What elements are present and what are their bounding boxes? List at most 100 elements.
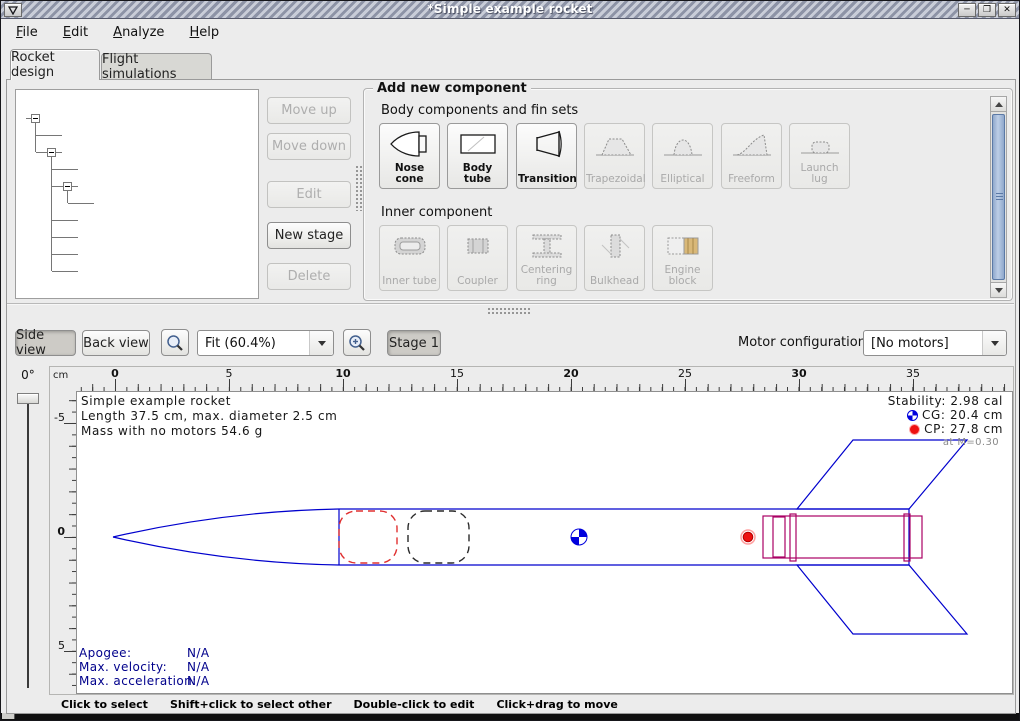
rotation-angle-label: 0°	[21, 368, 35, 382]
maximize-button[interactable]: ❐	[978, 3, 996, 17]
menu-analyze[interactable]: Analyze	[113, 25, 165, 40]
tree-expander-body-tube[interactable]	[47, 148, 56, 157]
stage-1-toggle[interactable]: Stage 1	[387, 330, 441, 356]
add-centering-ring-button[interactable]: Centering ring	[516, 225, 577, 291]
max-acceleration-row: Max. acceleration:N/A	[79, 674, 210, 688]
centering-ring-icon	[532, 234, 561, 258]
add-bulkhead-button[interactable]: Bulkhead	[584, 225, 645, 291]
scrollbar-thumb[interactable]	[992, 114, 1005, 280]
component-tree[interactable]	[15, 89, 259, 299]
minimize-button[interactable]: ─	[958, 3, 976, 17]
rocket-length-text: Length 37.5 cm, max. diameter 2.5 cm	[81, 409, 338, 423]
add-nose-cone-button[interactable]: Nose cone	[379, 123, 440, 189]
motor-configuration-combobox[interactable]: [No motors]	[863, 330, 1007, 356]
ruler-tick-label: 0	[57, 525, 65, 538]
tree-expander-inner-tube[interactable]	[63, 182, 72, 191]
zoom-out-button[interactable]	[161, 329, 189, 356]
parachute-shape[interactable]	[338, 510, 398, 564]
add-inner-tube-button[interactable]: Inner tube	[379, 225, 440, 291]
tree-line	[68, 203, 94, 204]
ruler-tick-label: -5	[54, 411, 65, 424]
tree-line	[51, 157, 52, 271]
minimize-icon: ─	[964, 4, 970, 15]
stability-text: Stability: 2.98 cal	[887, 394, 1003, 408]
menu-file[interactable]: File	[16, 25, 38, 40]
tree-line	[52, 237, 78, 238]
cp-legend-icon	[909, 423, 921, 435]
tree-line	[52, 186, 63, 187]
chevron-down-icon	[990, 340, 999, 346]
centering-ring-front-shape[interactable]	[789, 513, 797, 562]
cp-readout: CP: 27.8 cm	[909, 422, 1003, 436]
menu-help[interactable]: Help	[189, 25, 220, 40]
zoom-level-combobox[interactable]: Fit (60.4%)	[197, 330, 334, 356]
edit-button[interactable]: Edit	[267, 181, 351, 208]
tab-rocket-design[interactable]: Rocket design	[10, 49, 100, 80]
zoom-level-value: Fit (60.4%)	[205, 335, 276, 351]
add-component-title: Add new component	[373, 81, 531, 96]
rotation-slider-track[interactable]	[27, 400, 29, 688]
combo-arrow	[982, 331, 1006, 355]
move-down-button[interactable]: Move down	[267, 133, 351, 160]
close-icon: ✕	[1003, 4, 1011, 15]
delete-button[interactable]: Delete	[267, 263, 351, 290]
move-up-button[interactable]: Move up	[267, 97, 351, 124]
inner-tube-shape[interactable]	[762, 515, 923, 559]
rotation-slider-handle[interactable]	[17, 393, 39, 404]
ruler-tick-label: 5	[225, 367, 233, 380]
coupler-icon	[467, 238, 488, 254]
component-scrollbar[interactable]	[990, 96, 1007, 298]
add-transition-button[interactable]: Transition	[516, 123, 577, 189]
new-stage-button[interactable]: New stage	[267, 222, 351, 249]
add-elliptical-fin-button[interactable]: Elliptical	[652, 123, 713, 189]
fin-top-shape[interactable]	[795, 439, 969, 510]
vertical-splitter[interactable]	[355, 165, 362, 211]
side-view-button[interactable]: Side view	[15, 328, 76, 358]
elliptical-fin-icon	[663, 139, 702, 156]
panel-divider	[7, 303, 1014, 304]
tab-flight-simulations[interactable]: Flight simulations	[101, 52, 212, 82]
add-coupler-button[interactable]: Coupler	[447, 225, 508, 291]
trapezoidal-fin-icon	[595, 138, 634, 156]
add-freeform-fin-button[interactable]: Freeform	[721, 123, 782, 189]
add-trapezoidal-fin-button[interactable]: Trapezoidal	[584, 123, 646, 189]
tree-line	[36, 135, 62, 136]
tree-line	[52, 254, 78, 255]
rocket-drawing[interactable]	[76, 391, 1013, 694]
chevron-down-icon	[317, 340, 326, 346]
tree-expander-sustainer[interactable]	[31, 114, 40, 123]
menu-edit[interactable]: Edit	[62, 25, 89, 40]
add-component-panel	[363, 88, 1013, 301]
zoom-in-icon	[349, 334, 365, 351]
scroll-up-button[interactable]	[991, 97, 1006, 112]
centering-ring-aft-shape[interactable]	[903, 513, 911, 562]
window-menu-button[interactable]	[4, 3, 22, 17]
bulkhead-icon	[601, 234, 629, 258]
back-view-button[interactable]: Back view	[82, 330, 150, 356]
ruler-tick-label: 15	[450, 367, 464, 380]
fin-bottom-shape[interactable]	[795, 564, 969, 635]
add-body-tube-button[interactable]: Body tube	[447, 123, 508, 189]
tree-line	[35, 122, 36, 152]
scroll-down-button[interactable]	[991, 282, 1006, 297]
engine-block-shape[interactable]	[772, 516, 786, 558]
nose-cone-shape[interactable]	[112, 536, 340, 566]
window-bottom-edge	[1, 713, 1019, 720]
add-launch-lug-button[interactable]: Launch lug	[789, 123, 850, 189]
add-engine-block-button[interactable]: Engine block	[652, 225, 713, 291]
design-canvas[interactable]	[76, 391, 1013, 694]
mass-component-shape[interactable]	[407, 510, 470, 564]
body-tube-icon	[459, 134, 496, 154]
zoom-in-button[interactable]	[343, 329, 371, 356]
body-tube-shape[interactable]	[338, 508, 910, 566]
launch-lug-icon	[800, 141, 839, 154]
vertical-ruler	[50, 391, 76, 694]
resize-notch[interactable]	[2, 713, 15, 719]
title-bar[interactable]: *Simple example rocket ─ ❐ ✕	[1, 1, 1019, 19]
body-components-label: Body components and fin sets	[381, 103, 579, 118]
ruler-tick-label: 35	[906, 367, 920, 380]
horizontal-splitter[interactable]	[487, 307, 531, 316]
nose-cone-shape[interactable]	[112, 508, 340, 538]
maximize-icon: ❐	[982, 4, 992, 15]
close-button[interactable]: ✕	[998, 3, 1016, 17]
